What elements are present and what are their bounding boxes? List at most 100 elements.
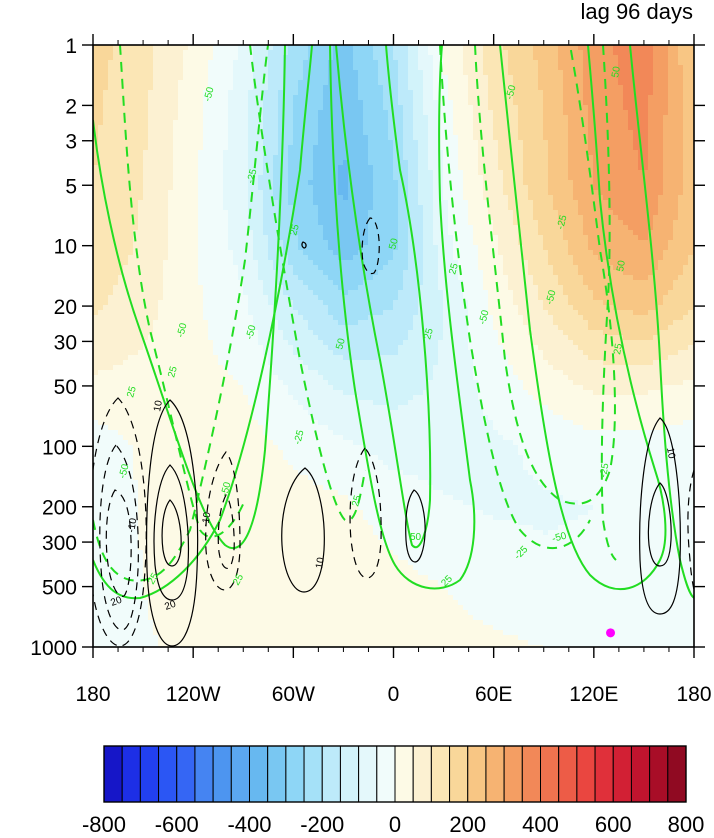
shade-cell [213,190,219,196]
shade-cell [538,130,544,136]
shade-cell [553,70,559,76]
shade-cell [163,100,169,106]
shade-cell [543,165,549,171]
shade-cell [668,185,674,191]
shade-cell [668,50,674,56]
shade-cell [678,225,684,231]
shade-cell [363,175,369,181]
shade-cell [93,115,99,121]
shade-cell [438,170,444,176]
shade-cell [403,230,409,236]
shade-cell [583,50,589,56]
shade-cell [293,60,299,66]
shade-cell [403,135,409,141]
shade-cell [538,70,544,76]
shade-cell [478,200,484,206]
shade-cell [648,55,654,61]
shade-cell [638,120,644,126]
shade-cell [163,235,169,241]
shade-cell [593,225,599,231]
shade-cell [633,230,639,236]
shade-cell [623,210,629,216]
shade-cell [478,90,484,96]
shade-cell [648,230,654,236]
shade-cell [323,130,329,136]
shade-cell [283,235,289,241]
shade-cell [343,200,349,206]
shade-cell [183,195,189,201]
shade-cell [368,70,374,76]
shade-cell [648,105,654,111]
shade-cell [533,140,539,146]
shade-cell [143,150,149,156]
shade-cell [363,55,369,61]
shade-cell [618,75,624,81]
shade-cell [588,95,594,101]
shade-cell [98,100,104,106]
shade-cell [653,165,659,171]
shade-cell [238,240,244,246]
shade-cell [653,220,659,226]
shade-cell [493,145,499,151]
shade-cell [513,125,519,131]
shade-cell [678,220,684,226]
shade-cell [438,120,444,126]
shade-cell [598,110,604,116]
shade-cell [518,125,524,131]
shade-cell [633,50,639,56]
shade-cell [223,240,229,246]
shade-cell [623,140,629,146]
shade-cell [503,225,509,231]
shade-cell [228,55,234,61]
shade-cell [243,210,249,216]
shade-cell [253,210,259,216]
shade-cell [688,165,694,171]
shade-cell [453,225,459,231]
shade-cell [198,170,204,176]
shade-cell [483,210,489,216]
shade-cell [323,150,329,156]
shade-cell [108,145,114,151]
shade-cell [313,235,319,241]
shade-cell [678,230,684,236]
shade-cell [218,165,224,171]
shade-cell [623,45,629,51]
shade-cell [648,85,654,91]
shade-cell [108,205,114,211]
shade-cell [98,160,104,166]
shade-cell [288,70,294,76]
shade-cell [98,145,104,151]
shade-cell [513,215,519,221]
shade-cell [148,190,154,196]
shade-cell [288,180,294,186]
shade-cell [163,195,169,201]
shade-cell [213,175,219,181]
shade-cell [528,170,534,176]
shade-cell [438,125,444,131]
shade-cell [658,190,664,196]
shade-cell [498,130,504,136]
shade-cell [308,160,314,166]
shade-cell [158,230,164,236]
shade-cell [513,60,519,66]
shade-cell [528,70,534,76]
shade-cell [283,190,289,196]
shade-cell [103,215,109,221]
shade-cell [283,130,289,136]
shade-cell [278,115,284,121]
shade-cell [488,130,494,136]
shade-cell [198,60,204,66]
shade-cell [143,170,149,176]
shade-cell [273,180,279,186]
shade-cell [323,185,329,191]
shade-cell [413,155,419,161]
shade-cell [528,130,534,136]
shade-cell [248,55,254,61]
shade-cell [418,165,424,171]
shade-cell [198,70,204,76]
shade-cell [543,215,549,221]
shade-cell [308,225,314,231]
shade-cell [513,175,519,181]
shade-cell [188,150,194,156]
shade-cell [98,90,104,96]
